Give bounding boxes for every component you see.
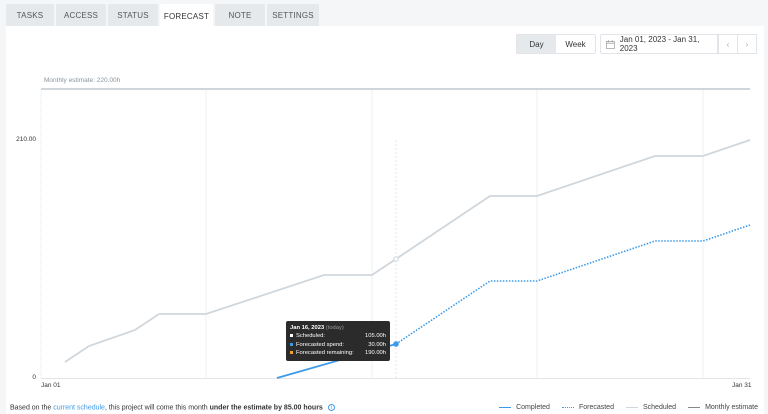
tab-note[interactable]: NOTE: [215, 4, 265, 26]
info-icon[interactable]: i: [327, 404, 335, 411]
tooltip-row-forecasted-remaining: Forecasted remaining: 190.00h: [290, 349, 386, 357]
legend-monthly-estimate[interactable]: Monthly estimate: [688, 404, 758, 411]
tab-forecast[interactable]: FORECAST: [160, 4, 213, 28]
chart-legend: Completed Forecasted Scheduled Monthly e…: [499, 404, 758, 411]
period-toggle: Day Week: [516, 34, 596, 54]
tooltip-header: Jan 16, 2023 (today): [290, 325, 344, 331]
chart-tooltip: Jan 16, 2023 (today) Scheduled: 105.00h F…: [286, 321, 390, 361]
forecast-summary: Based on the current schedule, this proj…: [10, 404, 335, 411]
monthly-estimate-label: Monthly estimate: 220.00h: [44, 77, 121, 84]
legend-completed[interactable]: Completed: [499, 404, 550, 411]
date-range-text: Jan 01, 2023 - Jan 31, 2023: [619, 35, 700, 53]
legend-forecasted[interactable]: Forecasted: [561, 404, 614, 411]
prev-period-button[interactable]: ‹: [718, 34, 738, 54]
week-button[interactable]: Week: [565, 39, 586, 49]
x-tick-end: Jan 31: [732, 382, 752, 389]
next-period-button[interactable]: ›: [737, 34, 757, 54]
tab-settings[interactable]: SETTINGS: [267, 4, 319, 26]
tab-status[interactable]: STATUS: [108, 4, 158, 26]
day-button[interactable]: Day: [517, 35, 556, 53]
tab-bar: TASKS ACCESS STATUS FORECAST NOTE SETTIN…: [6, 4, 319, 28]
y-tick-210: 210.00: [16, 136, 36, 143]
tooltip-row-forecasted-spend: Forecasted spend: 30.00h: [290, 341, 386, 349]
tooltip-row-scheduled: Scheduled: 105.00h: [290, 332, 386, 340]
tab-access[interactable]: ACCESS: [56, 4, 106, 26]
tab-tasks[interactable]: TASKS: [6, 4, 54, 26]
calendar-icon: [606, 39, 615, 49]
y-tick-0: 0: [32, 374, 36, 381]
x-tick-start: Jan 01: [41, 382, 61, 389]
current-schedule-link[interactable]: current schedule: [53, 404, 105, 412]
legend-scheduled[interactable]: Scheduled: [625, 404, 676, 411]
date-range-picker[interactable]: Jan 01, 2023 - Jan 31, 2023: [600, 34, 718, 54]
